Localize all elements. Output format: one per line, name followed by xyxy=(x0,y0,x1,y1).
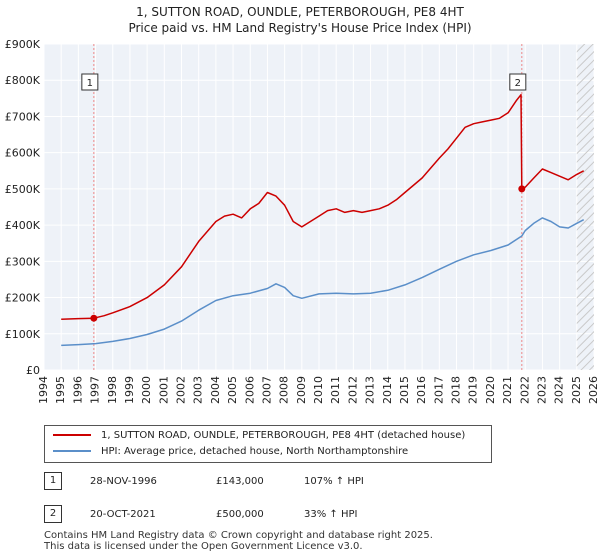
y-tick-label: £700K xyxy=(5,110,41,123)
x-tick-label: 1995 xyxy=(54,376,67,404)
x-tick-label: 2010 xyxy=(312,376,325,404)
x-tick-label: 2017 xyxy=(432,376,445,404)
x-axis: 1994 1995 1996 1997 1998 1999 2000 2001 2002 2003… xyxy=(37,376,600,404)
x-tick-label: 1998 xyxy=(106,376,119,404)
x-tick-label: 2014 xyxy=(381,376,394,404)
x-tick-label: 2012 xyxy=(346,376,359,404)
x-tick-label: 2020 xyxy=(484,376,497,404)
grid xyxy=(43,43,595,371)
annotation-date: 20-OCT-2021 xyxy=(90,509,156,520)
x-tick-label: 2003 xyxy=(192,376,205,404)
legend-swatch-property xyxy=(53,434,91,436)
y-axis: £0 £100K £200K £300K £400K £500K £600K £700K £80… xyxy=(5,38,41,377)
x-tick-label: 2025 xyxy=(570,376,583,404)
legend-label-hpi: HPI: Average price, detached house, Nort… xyxy=(101,446,409,457)
y-tick-label: £100K xyxy=(5,328,41,341)
x-tick-label: 2007 xyxy=(260,376,273,404)
annotation-row: 2 20-OCT-2021 £500,000 33% ↑ HPI xyxy=(44,505,564,525)
x-tick-label: 2011 xyxy=(329,376,342,404)
x-tick-label: 2005 xyxy=(226,376,239,404)
sale-points xyxy=(90,185,526,322)
marker-box-label: 1 xyxy=(87,78,93,89)
x-tick-label: 1997 xyxy=(89,376,102,404)
chart-title-line2: Price paid vs. HM Land Registry's House … xyxy=(128,21,472,35)
x-tick-label: 1994 xyxy=(37,376,50,404)
annotation-hpi: 107% ↑ HPI xyxy=(304,476,364,487)
series-line-hpi xyxy=(61,217,585,347)
x-tick-label: 2021 xyxy=(501,376,514,404)
annotation-id: 2 xyxy=(44,505,62,523)
chart-title-line1: 1, SUTTON ROAD, OUNDLE, PETERBOROUGH, PE… xyxy=(136,5,464,19)
sale-point-2 xyxy=(518,185,526,193)
x-tick-label: 2004 xyxy=(209,376,222,404)
marker-box-frame xyxy=(81,73,99,91)
marker-box-2: 2 xyxy=(509,73,527,91)
x-tick-label: 2026 xyxy=(587,376,600,404)
y-tick-label: £400K xyxy=(5,219,41,232)
x-tick-label: 2018 xyxy=(450,376,463,404)
x-tick-label: 2002 xyxy=(175,376,188,404)
annotation-id: 1 xyxy=(44,472,62,490)
x-tick-label: 2006 xyxy=(243,376,256,404)
footer-line1: Contains HM Land Registry data © Crown c… xyxy=(44,530,433,541)
legend-swatch-hpi xyxy=(53,450,91,452)
x-tick-label: 2024 xyxy=(553,376,566,404)
annotation-date: 28-NOV-1996 xyxy=(90,476,157,487)
y-tick-label: £200K xyxy=(5,292,41,305)
legend: 1, SUTTON ROAD, OUNDLE, PETERBOROUGH, PE… xyxy=(44,425,492,463)
legend-item-hpi: HPI: Average price, detached house, Nort… xyxy=(53,444,408,460)
y-tick-label: £300K xyxy=(5,255,41,268)
series-lines xyxy=(61,93,585,347)
x-tick-label: 2009 xyxy=(295,376,308,404)
x-tick-label: 2013 xyxy=(364,376,377,404)
marker-box-1: 1 xyxy=(81,73,99,91)
y-tick-label: £800K xyxy=(5,74,41,87)
y-tick-label: £0 xyxy=(26,364,40,377)
footer: Contains HM Land Registry data © Crown c… xyxy=(44,530,433,552)
chart-title: 1, SUTTON ROAD, OUNDLE, PETERBOROUGH, PE… xyxy=(0,4,600,36)
series-line-property xyxy=(61,93,585,321)
x-tick-label: 1996 xyxy=(71,376,84,404)
x-tick-label: 2016 xyxy=(415,376,428,404)
annotation-row: 1 28-NOV-1996 £143,000 107% ↑ HPI xyxy=(44,472,564,492)
annotation-hpi: 33% ↑ HPI xyxy=(304,509,358,520)
x-tick-label: 1999 xyxy=(123,376,136,404)
y-tick-label: £600K xyxy=(5,147,41,160)
x-tick-label: 2001 xyxy=(157,376,170,404)
marker-box-frame xyxy=(509,73,527,91)
x-tick-label: 2023 xyxy=(535,376,548,404)
x-tick-label: 2019 xyxy=(467,376,480,404)
x-tick-label: 2008 xyxy=(278,376,291,404)
legend-item-property: 1, SUTTON ROAD, OUNDLE, PETERBOROUGH, PE… xyxy=(53,428,465,444)
legend-label-property: 1, SUTTON ROAD, OUNDLE, PETERBOROUGH, PE… xyxy=(101,430,466,441)
annotation-price: £500,000 xyxy=(216,509,264,520)
y-tick-label: £900K xyxy=(5,38,41,51)
sale-point-1 xyxy=(90,314,98,322)
x-tick-label: 2022 xyxy=(518,376,531,404)
hatch-fill xyxy=(576,44,594,370)
footer-line2: This data is licensed under the Open Gov… xyxy=(44,541,363,552)
y-tick-label: £500K xyxy=(5,183,41,196)
x-tick-label: 2015 xyxy=(398,376,411,404)
annotation-price: £143,000 xyxy=(216,476,264,487)
x-tick-label: 2000 xyxy=(140,376,153,404)
marker-box-label: 2 xyxy=(515,78,521,89)
future-hatch-region xyxy=(576,44,594,370)
